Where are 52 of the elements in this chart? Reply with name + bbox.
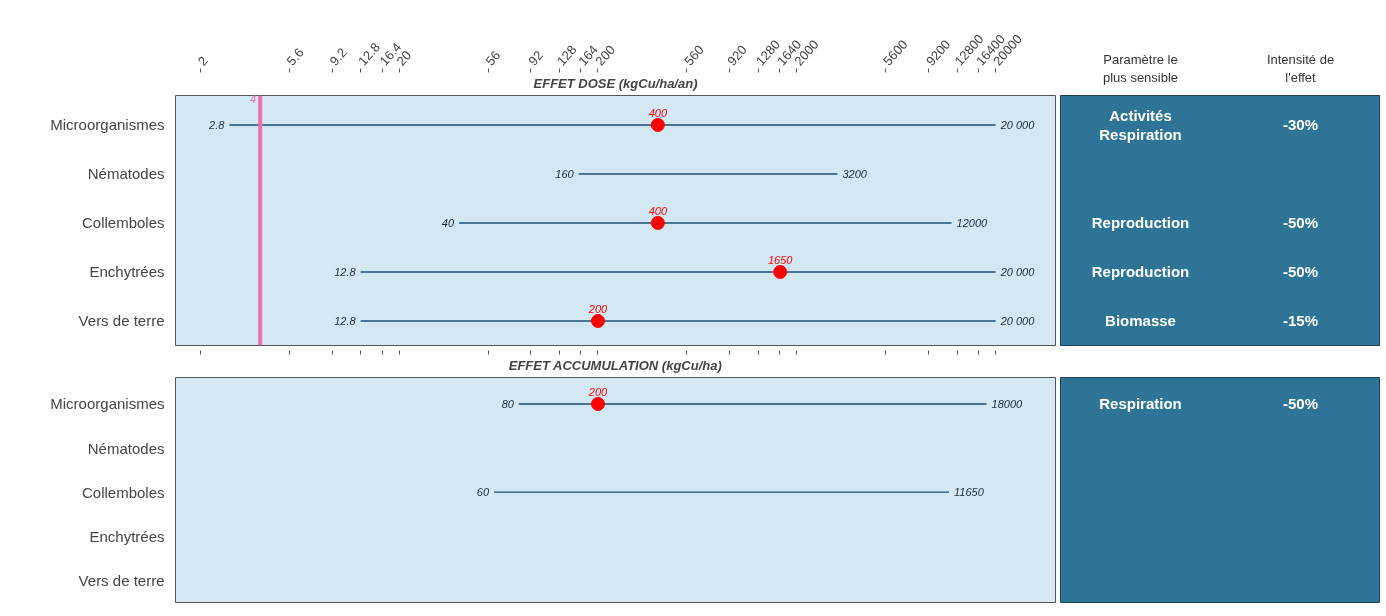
annotation: 12.8 <box>334 265 357 278</box>
category-label: Intensité de l'effet <box>1266 51 1335 85</box>
text: -30% <box>1282 116 1319 134</box>
text: Biomasse <box>1105 312 1176 330</box>
chart-title: EFFET DOSE (kgCu/ha/an) <box>533 75 698 91</box>
y-tick-label: Enchytrées <box>89 527 165 545</box>
text: -15% <box>1282 312 1319 330</box>
x-tick-label: 92 <box>525 47 547 69</box>
ref-line-label: 4 <box>250 92 257 105</box>
text: Respiration <box>1099 395 1182 413</box>
y-tick-label: Collemboles <box>81 483 165 501</box>
text: Reproduction <box>1091 263 1190 281</box>
text: Activités Respiration <box>1099 107 1182 143</box>
annotation: 20 000 <box>999 265 1036 278</box>
data-label: 200 <box>587 302 609 315</box>
text: Reproduction <box>1091 214 1190 232</box>
text: -50% <box>1282 395 1319 413</box>
annotation: 20 000 <box>999 118 1036 131</box>
data-label: 400 <box>648 106 668 119</box>
y-tick-label: Collemboles <box>81 214 165 232</box>
annotation: 80 <box>501 397 515 410</box>
annotation: 20 000 <box>999 314 1036 327</box>
annotation: 160 <box>555 167 575 180</box>
annotation: 12.8 <box>334 314 357 327</box>
x-tick-label: 56 <box>482 47 504 69</box>
data-label: 200 <box>587 386 609 399</box>
text: -50% <box>1282 263 1319 281</box>
annotation: 2.8 <box>208 118 226 131</box>
chart-title: EFFET ACCUMULATION (kgCu/ha) <box>508 357 722 373</box>
y-tick-label: Microorganismes <box>50 116 165 134</box>
annotation: 40 <box>441 216 455 229</box>
y-tick-label: Microorganismes <box>50 395 165 413</box>
y-tick-label: Nématodes <box>87 439 165 457</box>
x-tick-label: 560 <box>681 42 707 69</box>
annotation: 18000 <box>991 397 1024 410</box>
x-tick-label: 2 <box>194 53 211 69</box>
text: -50% <box>1282 214 1319 232</box>
annotation: 3200 <box>842 167 868 180</box>
annotation: 11650 <box>953 486 985 499</box>
annotation: 60 <box>476 486 490 499</box>
x-tick-label: 128 <box>553 42 580 69</box>
data-label: 400 <box>648 204 668 217</box>
y-tick-label: Vers de terre <box>78 571 165 589</box>
annotation: 12000 <box>956 216 989 229</box>
y-tick-label: Nématodes <box>87 165 165 183</box>
x-tick-label: 5.6 <box>283 44 307 69</box>
y-tick-label: Vers de terre <box>78 312 165 330</box>
x-tick-label: 9.2 <box>326 44 350 69</box>
x-tick-label: 920 <box>724 42 750 69</box>
data-label: 1650 <box>767 253 794 266</box>
y-tick-label: Enchytrées <box>89 263 165 281</box>
category-label: Paramètre le plus sensible <box>1102 51 1179 85</box>
